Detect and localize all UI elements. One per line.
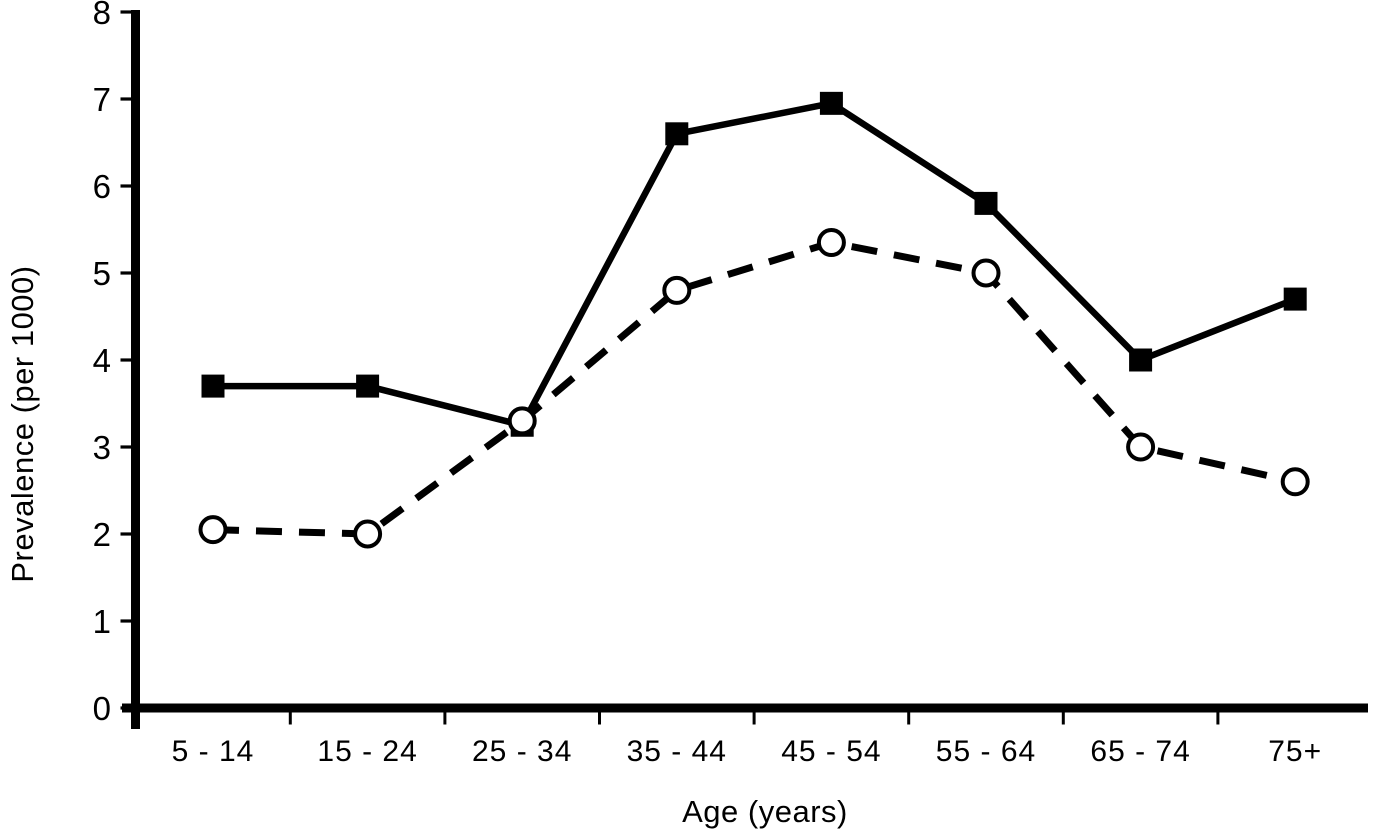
x-category-label: 75+ (1268, 735, 1322, 768)
y-axis-title: Prevalence (per 1000) (5, 265, 40, 583)
series-line-solid (213, 99, 1297, 430)
marker-filled-square (1283, 287, 1307, 311)
series-line-dashed (212, 238, 1296, 538)
x-category-label: 65 - 74 (1090, 735, 1190, 768)
marker-filled-square (356, 374, 380, 398)
x-axis-title: Age (years) (682, 794, 848, 829)
marker-filled-square (665, 122, 689, 146)
marker-open-circle (662, 275, 692, 305)
marker-filled-square (974, 191, 998, 215)
marker-open-circle (198, 515, 228, 545)
y-tick-label: 7 (93, 81, 111, 118)
marker-filled-square (201, 374, 225, 398)
y-tick-label: 0 (93, 690, 111, 727)
x-category-label: 25 - 34 (472, 735, 572, 768)
y-tick-label: 1 (93, 603, 111, 640)
marker-open-circle (507, 406, 537, 436)
y-tick-label: 8 (93, 0, 111, 31)
y-tick-label: 2 (93, 516, 111, 553)
y-tick-label: 6 (93, 168, 111, 205)
x-category-label: 45 - 54 (781, 735, 881, 768)
marker-open-circle (353, 519, 383, 549)
x-category-label: 15 - 24 (317, 735, 417, 768)
x-category-label: 35 - 44 (627, 735, 727, 768)
y-tick-label: 4 (93, 342, 111, 379)
marker-filled-square (819, 91, 843, 115)
marker-open-circle (1280, 467, 1310, 497)
marker-open-circle (816, 228, 846, 258)
marker-open-circle (971, 258, 1001, 288)
marker-filled-square (1129, 348, 1153, 372)
x-category-label: 5 - 14 (172, 735, 255, 768)
y-tick-label: 5 (93, 255, 111, 292)
marker-open-circle (1126, 432, 1156, 462)
y-tick-label: 3 (93, 429, 111, 466)
x-category-label: 55 - 64 (936, 735, 1036, 768)
